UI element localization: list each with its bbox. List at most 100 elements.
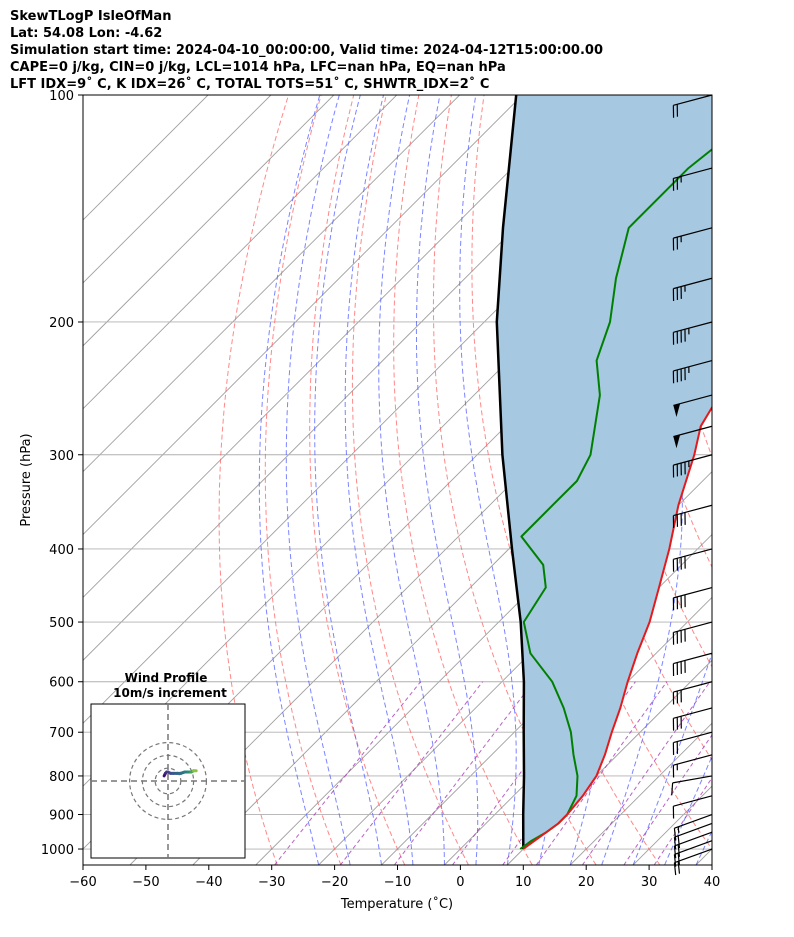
barb-flag — [673, 434, 681, 449]
barb-staff — [673, 321, 713, 333]
barb-staff — [674, 840, 713, 855]
wind-barb — [672, 621, 713, 645]
barb-staff — [672, 775, 713, 784]
x-tick-label: 10 — [515, 875, 532, 890]
wind-barb — [672, 359, 713, 384]
dry-adiabat — [393, 95, 533, 865]
inset-subtitle: 10m/s increment — [113, 686, 227, 700]
moist-adiabat — [632, 651, 712, 865]
index-line: LFT IDX=9˚ C, K IDX=26˚ C, TOTAL TOTS=51… — [10, 77, 490, 92]
y-axis-label: Pressure (hPa) — [19, 433, 34, 526]
wind-barb — [672, 795, 713, 819]
mixing-ratio-line — [393, 681, 535, 865]
y-tick-label: 100 — [49, 89, 74, 104]
x-tick-label: −40 — [195, 875, 222, 890]
hodograph-inset: Wind Profile 10m/s increment — [90, 671, 246, 859]
isotherm-line — [318, 470, 712, 865]
x-tick-label: −60 — [69, 875, 96, 890]
cape-line: CAPE=0 j/kg, CIN=0 j/kg, LCL=1014 hPa, L… — [10, 60, 506, 75]
isotherm-line — [83, 95, 460, 473]
isotherm-line — [83, 95, 586, 599]
barb-staff — [673, 548, 713, 560]
barb-staff — [673, 167, 713, 180]
barb-staff — [674, 848, 713, 864]
wind-barb — [672, 454, 713, 478]
isotherm-line — [569, 722, 712, 865]
barb-feather — [673, 828, 677, 841]
isotherm-line — [381, 533, 712, 865]
wind-barb — [673, 425, 713, 449]
barb-staff — [673, 227, 713, 239]
barb-staff — [673, 754, 713, 766]
y-tick-label: 200 — [49, 316, 74, 331]
wind-barb — [672, 94, 713, 118]
dry-adiabat — [309, 95, 406, 865]
dry-adiabat — [218, 95, 289, 865]
mixing-ratio-line — [339, 681, 484, 865]
profiles — [495, 95, 712, 850]
barb-feather — [673, 837, 677, 850]
x-tick-label: −20 — [321, 875, 348, 890]
y-tick-label: 800 — [49, 770, 74, 785]
wind-barb — [672, 586, 713, 611]
cape-shading — [496, 95, 712, 849]
wind-barb — [671, 775, 713, 796]
barb-staff — [674, 813, 713, 829]
barb-feather — [677, 861, 681, 874]
barb-staff — [673, 681, 713, 693]
barb-feather — [673, 845, 677, 859]
moist-adiabat — [601, 95, 683, 865]
wind-barb — [673, 831, 713, 859]
barb-staff — [673, 277, 713, 290]
mixing-ratio-line — [452, 681, 589, 865]
wind-barb — [672, 227, 713, 251]
mixing-ratio-line — [623, 734, 712, 865]
x-tick-label: −30 — [258, 875, 285, 890]
chart-header: SkewTLogP IsleOfMan Lat: 54.08 Lon: -4.6… — [10, 8, 603, 93]
isotherm-line — [83, 95, 335, 347]
wind-barb — [672, 277, 713, 301]
wind-barb — [672, 652, 713, 676]
isotherm-line — [507, 659, 712, 865]
dry-adiabat — [264, 95, 342, 865]
cin-area — [496, 95, 712, 849]
mixing-ratio-line — [274, 681, 421, 865]
chart-title: SkewTLogP IsleOfMan — [10, 9, 172, 24]
moist-adiabat — [415, 95, 479, 865]
barb-staff — [673, 621, 713, 633]
barb-staff — [673, 94, 713, 106]
barb-half-feather — [677, 826, 680, 834]
barb-flag — [673, 403, 681, 417]
wind-barb — [673, 840, 713, 867]
y-tick-label: 900 — [49, 809, 74, 824]
mixing-ratio-line — [581, 681, 711, 865]
x-tick-label: 30 — [641, 875, 658, 890]
barb-staff — [673, 504, 713, 517]
moist-adiabat — [285, 95, 351, 865]
wind-barbs — [671, 94, 713, 876]
y-tick-label: 1000 — [41, 843, 74, 858]
wind-barb — [672, 321, 713, 345]
dry-adiabat — [777, 95, 794, 865]
moist-adiabat — [258, 95, 321, 865]
barb-staff — [673, 454, 713, 466]
barb-feather — [677, 852, 681, 866]
hodograph — [91, 704, 245, 858]
x-axis-label: Temperature (˚C) — [340, 896, 453, 912]
dry-adiabat — [432, 95, 597, 865]
dry-adiabat — [351, 95, 469, 865]
y-tick-label: 300 — [49, 449, 74, 464]
isotherm-line — [83, 95, 272, 284]
isotherm-line — [83, 95, 523, 536]
wind-barb — [672, 504, 713, 528]
wind-barb — [672, 167, 713, 191]
x-tick-label: 20 — [578, 875, 595, 890]
mixing-ratio-line — [653, 777, 712, 865]
barb-staff — [673, 731, 713, 744]
barb-staff — [673, 652, 713, 665]
moist-adiabat — [314, 95, 382, 865]
wind-barb — [672, 548, 713, 572]
barb-staff — [674, 822, 713, 838]
barb-feather — [677, 844, 681, 857]
